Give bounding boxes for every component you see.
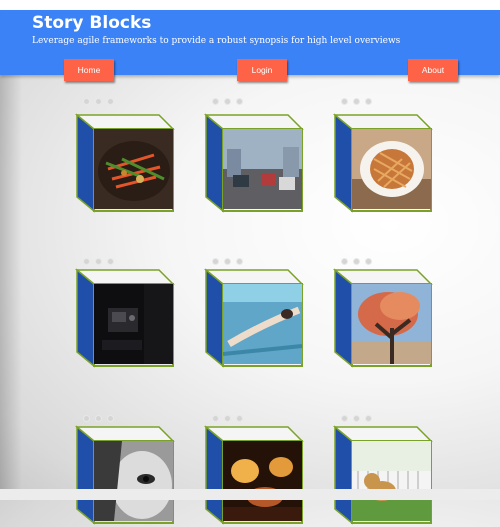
block-photo[interactable] (352, 441, 431, 521)
dot-indicator[interactable] (353, 415, 360, 422)
block-dots[interactable] (83, 415, 114, 422)
dot-indicator[interactable] (236, 415, 243, 422)
site-tagline: Leverage agile frameworks to provide a r… (32, 36, 401, 46)
block-photo[interactable] (94, 284, 173, 364)
block-photo[interactable] (94, 441, 173, 521)
about-button[interactable]: About (408, 59, 458, 81)
block-dots[interactable] (341, 258, 372, 265)
dot-indicator[interactable] (83, 415, 90, 422)
dot-indicator[interactable] (107, 98, 114, 105)
story-block[interactable] (203, 113, 304, 215)
cube-frame (203, 113, 304, 213)
site-header: Story Blocks Leverage agile frameworks t… (0, 10, 500, 81)
block-photo[interactable] (223, 129, 302, 209)
dot-indicator[interactable] (224, 258, 231, 265)
photo-image (223, 129, 302, 209)
dot-indicator[interactable] (353, 258, 360, 265)
dot-indicator[interactable] (353, 98, 360, 105)
photo-image (352, 441, 431, 521)
dot-indicator[interactable] (224, 98, 231, 105)
dot-indicator[interactable] (83, 98, 90, 105)
dot-indicator[interactable] (212, 98, 219, 105)
dot-indicator[interactable] (341, 258, 348, 265)
block-dots[interactable] (212, 415, 243, 422)
photo-image (352, 129, 431, 209)
dot-indicator[interactable] (212, 258, 219, 265)
dot-indicator[interactable] (365, 415, 372, 422)
block-photo[interactable] (94, 129, 173, 209)
block-photo[interactable] (223, 284, 302, 364)
cube-frame (74, 268, 175, 368)
dot-indicator[interactable] (341, 415, 348, 422)
block-dots[interactable] (83, 258, 114, 265)
cube-frame (203, 268, 304, 368)
story-block[interactable] (332, 268, 433, 370)
dot-indicator[interactable] (224, 415, 231, 422)
block-dots[interactable] (341, 415, 372, 422)
dot-indicator[interactable] (83, 258, 90, 265)
dot-indicator[interactable] (95, 98, 102, 105)
photo-image (94, 441, 173, 521)
login-button[interactable]: Login (237, 59, 287, 81)
block-dots[interactable] (341, 98, 372, 105)
block-dots[interactable] (212, 98, 243, 105)
story-block[interactable] (332, 425, 433, 527)
photo-image (94, 284, 173, 364)
dot-indicator[interactable] (107, 258, 114, 265)
block-photo[interactable] (223, 441, 302, 521)
dot-indicator[interactable] (95, 415, 102, 422)
dot-indicator[interactable] (95, 258, 102, 265)
photo-image (223, 284, 302, 364)
story-block[interactable] (74, 425, 175, 527)
story-block[interactable] (74, 113, 175, 215)
dot-indicator[interactable] (107, 415, 114, 422)
left-shadow (0, 75, 22, 500)
story-block[interactable] (203, 425, 304, 527)
top-strip (0, 0, 500, 10)
block-photo[interactable] (352, 129, 431, 209)
dot-indicator[interactable] (212, 415, 219, 422)
dot-indicator[interactable] (365, 258, 372, 265)
dot-indicator[interactable] (341, 98, 348, 105)
bottom-bar (0, 489, 500, 500)
dot-indicator[interactable] (236, 258, 243, 265)
photo-image (94, 129, 173, 209)
site-title: Story Blocks (32, 13, 152, 33)
dot-indicator[interactable] (236, 98, 243, 105)
story-block[interactable] (332, 113, 433, 215)
block-photo[interactable] (352, 284, 431, 364)
photo-image (223, 441, 302, 521)
dot-indicator[interactable] (365, 98, 372, 105)
home-button[interactable]: Home (64, 59, 114, 81)
block-dots[interactable] (83, 98, 114, 105)
story-block[interactable] (203, 268, 304, 370)
block-dots[interactable] (212, 258, 243, 265)
story-block[interactable] (74, 268, 175, 370)
photo-image (352, 284, 431, 364)
